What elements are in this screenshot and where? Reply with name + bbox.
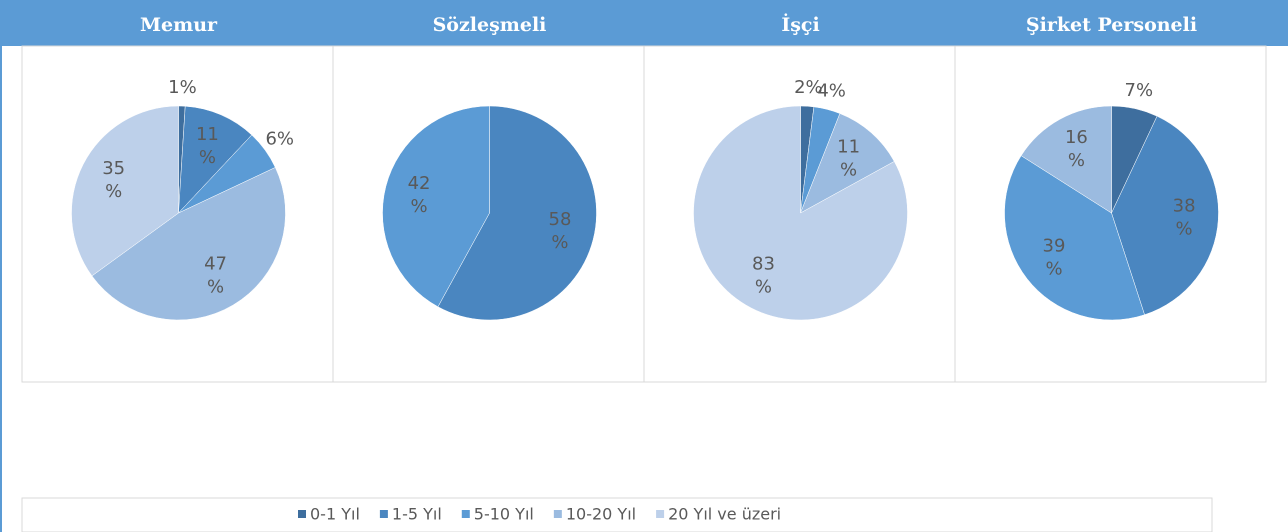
legend-label: 20 Yıl ve üzeri [668,505,781,524]
legend-box [21,497,1213,532]
data-label: 58% [549,209,572,253]
legend-label: 10-20 Yıl [566,505,636,524]
data-label: 11% [837,136,860,180]
pie-slice [91,167,286,321]
data-label: 6% [265,128,294,149]
pie-slice [693,105,908,321]
chart-title: İşçi [781,13,819,36]
legend-swatch [461,510,470,518]
legend-swatch [298,510,306,518]
header-bar [0,0,1288,46]
legend-label: 5-10 Yıl [474,505,534,524]
pie-slice [71,105,179,277]
legend-swatch [656,510,665,518]
legend-label: 1-5 Yıl [392,505,442,524]
pie-slice [1020,105,1112,214]
data-label: 38% [1173,196,1196,240]
panel [954,45,1267,383]
legend-swatch [553,510,562,518]
data-label: 47% [204,254,227,298]
data-label: 2% [794,77,823,98]
pie-slice [178,105,253,214]
legend-label: 0-1 Yıl [310,505,360,524]
data-label: 7% [1125,80,1154,101]
pie-slice [800,113,895,214]
pie-slice [1111,115,1219,316]
data-label: 4% [817,81,846,102]
chart-title: Memur [140,14,218,36]
data-label: 1% [168,77,197,98]
legend-swatch [379,510,388,518]
chart-title: Sözleşmeli [433,14,547,36]
pie-slice [1004,155,1145,321]
data-label: 39% [1043,236,1066,280]
data-label: 83% [752,254,775,298]
data-label: 16% [1065,127,1088,171]
data-label: 35% [102,158,125,202]
pie-slice [437,105,597,321]
data-label: 11% [196,124,219,168]
pie-slice [382,105,490,308]
data-label: 42% [408,173,431,217]
chart-title: Şirket Personeli [1026,14,1197,36]
